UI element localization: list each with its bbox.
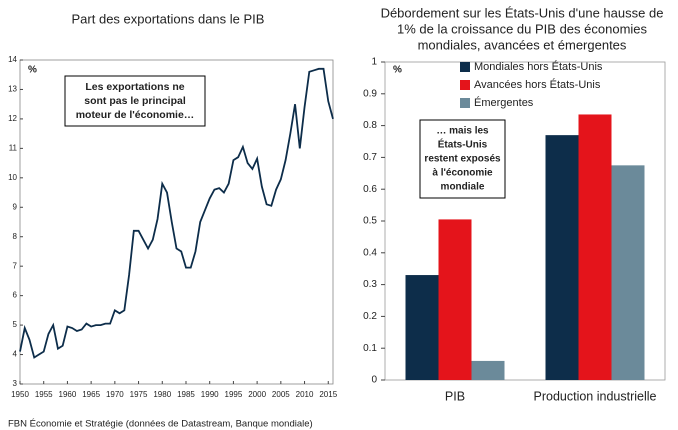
bar bbox=[438, 219, 472, 380]
y-tick-label: 10 bbox=[8, 173, 17, 182]
x-tick-label: 1960 bbox=[59, 390, 77, 399]
annotation-box bbox=[419, 119, 506, 199]
y-tick-label: 1 bbox=[371, 57, 377, 68]
x-tick-label: 2005 bbox=[272, 390, 290, 399]
y-tick-label: 0.9 bbox=[363, 88, 377, 99]
line bbox=[19, 67, 334, 359]
x-tick-label: 1965 bbox=[82, 390, 100, 399]
plot-frame bbox=[19, 59, 334, 385]
y-tick-label: 8 bbox=[13, 232, 18, 241]
chart-title: 1% de la croissance du PIB des économies bbox=[397, 21, 648, 36]
y-tick-label: 0.4 bbox=[363, 247, 377, 258]
annotation-text: restent exposés bbox=[424, 154, 501, 165]
legend-label: Mondiales hors États-Unis bbox=[474, 60, 603, 73]
annotation-text: États-Unis bbox=[438, 138, 488, 151]
chart-title: Débordement sur les États-Unis d'une hau… bbox=[381, 5, 664, 20]
annotation-text: sont pas le principal bbox=[84, 95, 186, 107]
x-tick-label: 2015 bbox=[319, 390, 337, 399]
bar bbox=[405, 275, 439, 380]
y-unit: % bbox=[28, 65, 37, 76]
annotation-text: mondiale bbox=[441, 182, 485, 193]
x-tick-label: 1975 bbox=[130, 390, 148, 399]
y-tick-label: 0.3 bbox=[363, 279, 377, 290]
x-tick-label: 1970 bbox=[106, 390, 124, 399]
y-tick-label: 9 bbox=[13, 202, 18, 211]
legend-swatch bbox=[460, 80, 470, 90]
y-tick-label: 14 bbox=[8, 55, 17, 64]
y-tick-label: 0.8 bbox=[363, 120, 377, 131]
y-tick-label: 7 bbox=[13, 261, 18, 270]
bar bbox=[471, 360, 505, 380]
y-tick-label: 0 bbox=[371, 375, 377, 386]
bar bbox=[578, 114, 612, 380]
legend-label: Avancées hors États-Unis bbox=[474, 78, 601, 91]
y-tick-label: 0.5 bbox=[363, 216, 377, 227]
y-tick-label: 0.2 bbox=[363, 311, 377, 322]
y-tick-label: 0.1 bbox=[363, 343, 377, 354]
legend-swatch bbox=[460, 98, 470, 108]
y-tick-label: 6 bbox=[13, 291, 18, 300]
annotation-text: moteur de l'économie… bbox=[76, 109, 195, 121]
y-tick-label: 3 bbox=[13, 379, 18, 388]
chart-title: Part des exportations dans le PIB bbox=[72, 11, 265, 26]
source: FBN Économie et Stratégie (données de Da… bbox=[8, 419, 313, 430]
y-tick-label: 5 bbox=[13, 320, 18, 329]
x-tick-label: 1980 bbox=[153, 390, 171, 399]
annotation-box bbox=[64, 75, 206, 127]
y-tick-label: 11 bbox=[9, 143, 18, 152]
x-tick-label: 2010 bbox=[296, 390, 314, 399]
chart-title: mondiales, avancées et émergentes bbox=[418, 37, 627, 52]
y-tick-label: 13 bbox=[8, 85, 17, 94]
x-tick-label: 1950 bbox=[11, 390, 29, 399]
x-tick-label: 1955 bbox=[35, 390, 53, 399]
x-tick-label: 1995 bbox=[225, 390, 243, 399]
x-tick-label: 1990 bbox=[201, 390, 219, 399]
annotation-text: Les exportations ne bbox=[85, 81, 184, 93]
x-tick-label: Production industrielle bbox=[534, 389, 657, 403]
x-tick-label: PIB bbox=[445, 389, 465, 403]
bar bbox=[611, 165, 645, 380]
x-tick-label: 1985 bbox=[177, 390, 195, 399]
bar bbox=[545, 135, 579, 380]
y-tick-label: 4 bbox=[13, 350, 18, 359]
legend-label: Émergentes bbox=[474, 96, 534, 109]
y-tick-label: 12 bbox=[8, 114, 17, 123]
x-tick-label: 2000 bbox=[248, 390, 266, 399]
annotation-text: … mais les bbox=[436, 126, 489, 137]
y-unit: % bbox=[393, 65, 402, 76]
y-tick-label: 0.7 bbox=[363, 152, 377, 163]
annotation-text: à l'économie bbox=[432, 168, 493, 179]
y-tick-label: 0.6 bbox=[363, 184, 377, 195]
legend-swatch bbox=[460, 62, 470, 72]
